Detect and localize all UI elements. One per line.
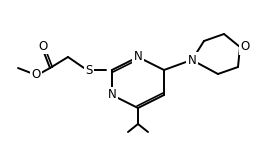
Text: N: N — [188, 53, 196, 66]
Text: O: O — [31, 69, 41, 82]
Text: N: N — [108, 89, 116, 102]
Text: O: O — [240, 41, 250, 53]
Text: N: N — [134, 50, 142, 63]
Text: O: O — [38, 40, 48, 53]
Text: S: S — [85, 63, 93, 77]
